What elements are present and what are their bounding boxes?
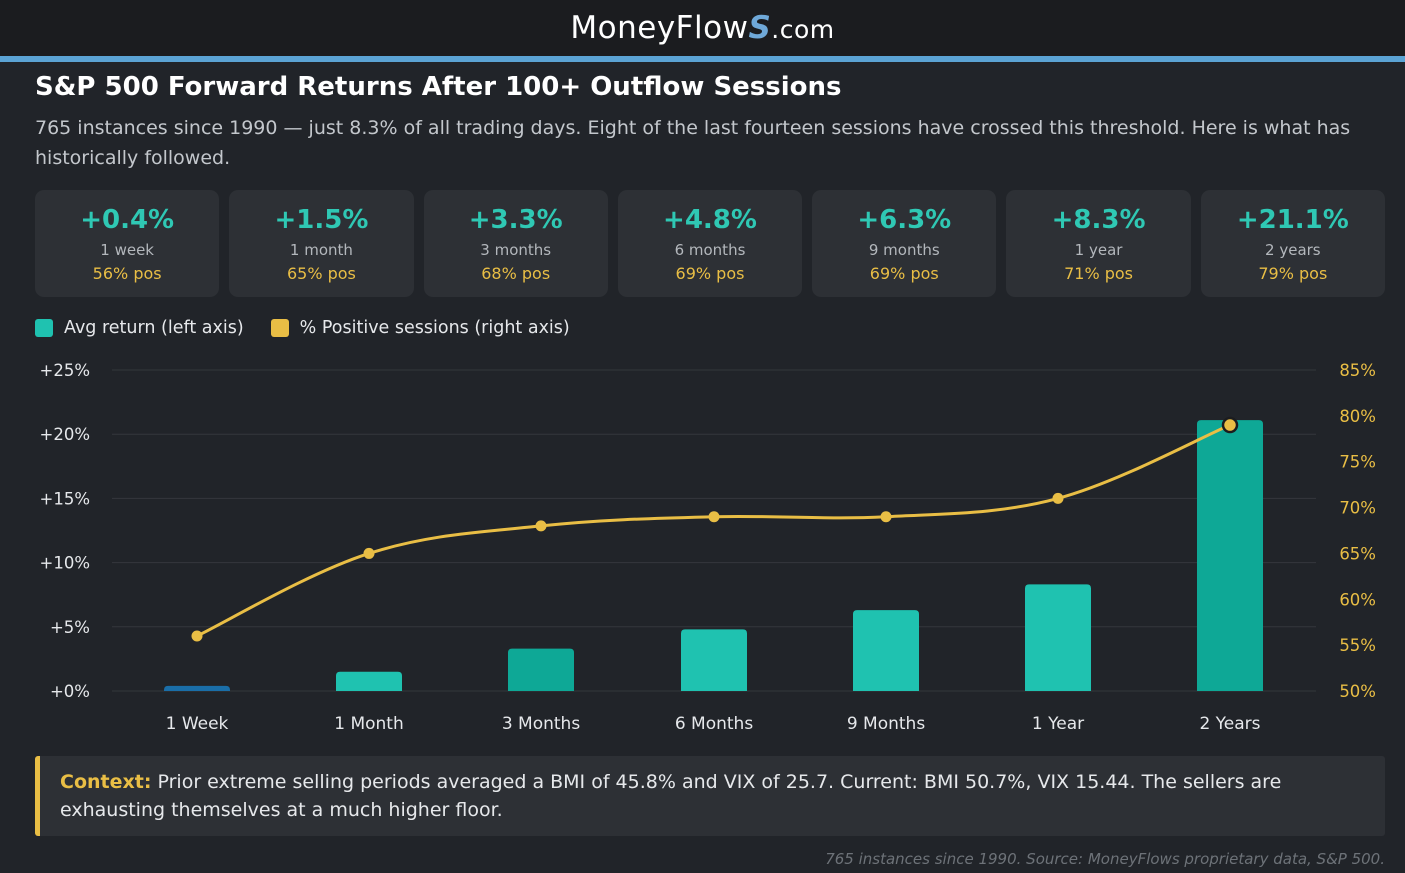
bar-3-months[interactable] <box>508 648 574 691</box>
header-bar: MoneyFlow S .com <box>0 0 1405 56</box>
source-footnote: 765 instances since 1990. Source: MoneyF… <box>825 850 1385 868</box>
left-axis: +0% +5% +10% +15% +20% +25% <box>40 361 91 701</box>
x-tick-label: 1 Month <box>334 714 404 734</box>
legend-item-positive-sessions[interactable]: % Positive sessions (right axis) <box>270 318 570 338</box>
card-positive-rate: 65% pos <box>286 264 356 283</box>
card-positive-rate: 56% pos <box>92 264 162 283</box>
right-tick-label: 55% <box>1339 636 1376 655</box>
bar-2-years[interactable] <box>1197 420 1263 691</box>
left-tick-label: +20% <box>40 425 91 444</box>
right-tick-label: 65% <box>1339 544 1376 563</box>
x-tick-label: 1 Week <box>166 714 229 734</box>
summary-card-1-month: +1.5% 1 month 65% pos <box>229 190 414 297</box>
right-tick-label: 70% <box>1339 499 1376 518</box>
card-period: 1 week <box>100 241 154 259</box>
card-period: 3 months <box>480 241 552 259</box>
brand-suffix: .com <box>771 15 835 44</box>
line-point-9-months[interactable] <box>880 511 892 523</box>
bar-series <box>164 420 1263 691</box>
right-tick-label: 75% <box>1339 453 1376 472</box>
chart-title: S&P 500 Forward Returns After 100+ Outfl… <box>35 72 842 102</box>
header-accent-line <box>0 56 1405 62</box>
chart-gridlines <box>112 369 1316 692</box>
card-return: +8.3% <box>1051 205 1146 235</box>
brand-name: MoneyFlow <box>570 10 749 46</box>
brand-logo[interactable]: MoneyFlow S .com <box>570 10 834 46</box>
line-point-1-month[interactable] <box>363 547 375 559</box>
summary-card-1-year: +8.3% 1 year 71% pos <box>1006 190 1191 297</box>
card-positive-rate: 69% pos <box>869 264 939 283</box>
card-period: 1 year <box>1074 241 1123 259</box>
x-tick-label: 2 Years <box>1199 714 1260 734</box>
bar-6-months[interactable] <box>681 629 747 691</box>
brand-s-mark: S <box>748 10 772 46</box>
context-label: Context: <box>60 771 152 793</box>
legend-label-avg-return: Avg return (left axis) <box>64 318 244 338</box>
card-positive-rate: 79% pos <box>1258 264 1328 283</box>
legend-label-positive-sessions: % Positive sessions (right axis) <box>299 318 570 338</box>
forward-returns-chart: +0% +5% +10% +15% +20% +25% 50% 55% 60% 65% 70% 75… <box>40 361 1377 734</box>
x-tick-label: 9 Months <box>847 714 926 734</box>
bar-9-months[interactable] <box>853 610 919 691</box>
card-period: 2 years <box>1265 241 1321 259</box>
context-callout: Context: Prior extreme selling periods a… <box>35 756 1385 836</box>
right-tick-label: 60% <box>1339 590 1376 609</box>
x-tick-label: 6 Months <box>675 714 754 734</box>
summary-card-2-years: +21.1% 2 years 79% pos <box>1200 190 1385 297</box>
card-return: +21.1% <box>1236 205 1349 235</box>
card-return: +6.3% <box>857 205 952 235</box>
bar-1-month[interactable] <box>336 671 402 691</box>
card-positive-rate: 68% pos <box>481 264 551 283</box>
bar-1-week[interactable] <box>164 685 230 691</box>
card-return: +3.3% <box>468 205 563 235</box>
left-tick-label: +5% <box>50 618 90 637</box>
legend-item-avg-return[interactable]: Avg return (left axis) <box>35 318 244 338</box>
card-period: 9 months <box>868 241 940 259</box>
left-tick-label: +10% <box>40 554 91 573</box>
context-text: Prior extreme selling periods averaged a… <box>60 771 1282 821</box>
x-axis: 1 Week 1 Month 3 Months 6 Months 9 Months 1 Y… <box>166 714 1261 734</box>
card-positive-rate: 69% pos <box>675 264 745 283</box>
card-return: +0.4% <box>80 205 175 235</box>
right-tick-label: 50% <box>1339 682 1376 701</box>
legend-swatch-teal <box>35 319 53 337</box>
chart-legend: Avg return (left axis) % Positive sessio… <box>35 318 597 338</box>
line-point-1-week[interactable] <box>191 630 203 642</box>
left-tick-label: +0% <box>50 682 90 701</box>
left-tick-label: +25% <box>40 361 91 380</box>
line-point-3-months[interactable] <box>535 520 547 532</box>
summary-card-3-months: +3.3% 3 months 68% pos <box>423 190 608 297</box>
line-point-1-year[interactable] <box>1052 492 1064 504</box>
right-tick-label: 85% <box>1339 361 1376 380</box>
line-series <box>191 416 1239 642</box>
summary-cards: +0.4% 1 week 56% pos +1.5% 1 month 65% p… <box>35 190 1385 297</box>
summary-card-9-months: +6.3% 9 months 69% pos <box>812 190 997 297</box>
x-tick-label: 3 Months <box>502 714 581 734</box>
card-return: +4.8% <box>663 205 757 235</box>
chart-subtitle: 765 instances since 1990 — just 8.3% of … <box>35 117 1351 169</box>
card-positive-rate: 71% pos <box>1064 264 1134 283</box>
line-point-2-years[interactable] <box>1221 416 1239 434</box>
summary-card-6-months: +4.8% 6 months 69% pos <box>617 190 803 297</box>
card-period: 6 months <box>674 241 746 259</box>
right-axis: 50% 55% 60% 65% 70% 75% 80% 85% <box>1339 361 1376 701</box>
right-tick-label: 80% <box>1339 407 1376 426</box>
summary-card-1-week: +0.4% 1 week 56% pos <box>35 190 220 297</box>
legend-swatch-yellow <box>270 319 289 337</box>
card-return: +1.5% <box>274 205 369 235</box>
card-period: 1 month <box>289 241 353 259</box>
left-tick-label: +15% <box>40 489 91 508</box>
x-tick-label: 1 Year <box>1032 714 1084 734</box>
line-point-6-months[interactable] <box>708 511 720 523</box>
bar-1-year[interactable] <box>1025 584 1091 691</box>
